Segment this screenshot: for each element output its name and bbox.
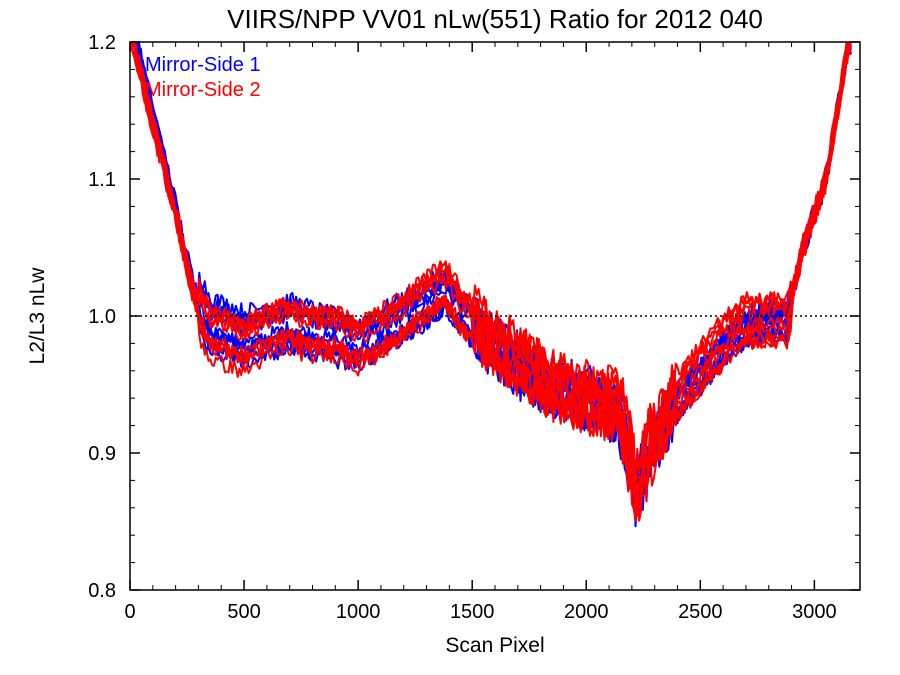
x-tick-label: 1000: [336, 601, 381, 623]
legend-entry: Mirror-Side 2: [145, 79, 261, 101]
chart-title: VIIRS/NPP VV01 nLw(551) Ratio for 2012 0…: [227, 4, 763, 34]
series-line: [132, 42, 850, 488]
y-tick-label: 0.8: [88, 580, 116, 602]
series-layer: [130, 42, 852, 528]
x-tick-label: 0: [124, 601, 135, 623]
x-tick-label: 2000: [564, 601, 609, 623]
y-axis-title: L2/L3 nLw: [26, 267, 49, 365]
series-2: [130, 42, 852, 522]
y-tick-label: 0.9: [88, 443, 116, 465]
legend-entry: Mirror-Side 1: [145, 54, 261, 76]
x-tick-label: 500: [227, 601, 260, 623]
legend: Mirror-Side 1 Mirror-Side 2: [145, 54, 261, 101]
x-tick-label: 1500: [450, 601, 495, 623]
x-tick-label: 2500: [678, 601, 723, 623]
series-line: [130, 42, 852, 510]
x-tick-label: 3000: [792, 601, 837, 623]
x-axis-ticks: 0 500 1000 1500 2000 2500 3000: [124, 42, 837, 623]
y-tick-label: 1.2: [88, 32, 116, 54]
series-line: [133, 42, 852, 505]
series-line: [130, 42, 852, 522]
x-axis-title: Scan Pixel: [445, 634, 544, 657]
y-tick-label: 1.1: [88, 169, 116, 191]
y-axis-ticks: 0.8 0.9 1.0 1.1 1.2: [88, 32, 860, 602]
y-tick-label: 1.0: [88, 306, 116, 328]
